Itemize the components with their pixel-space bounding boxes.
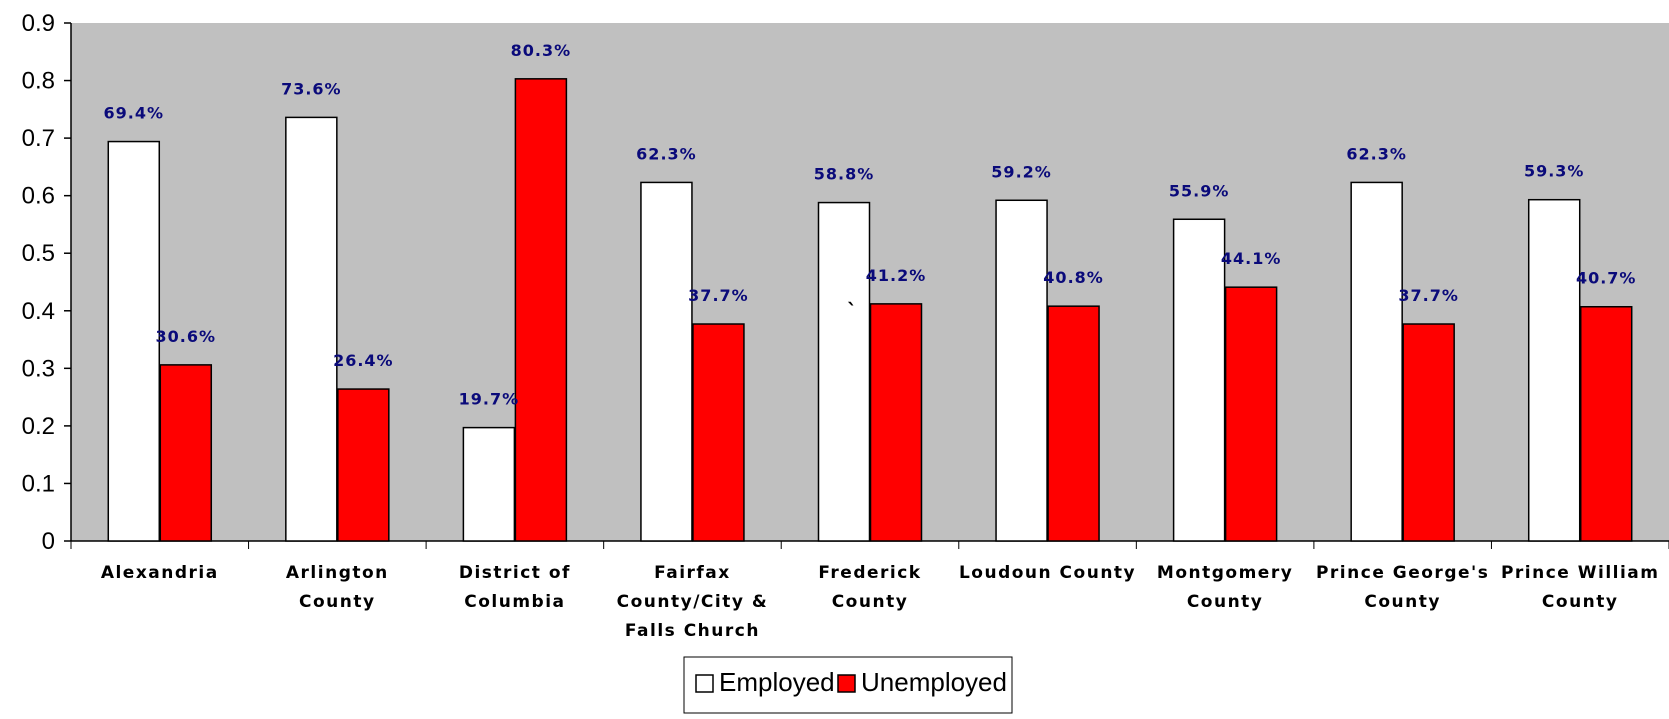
- x-category-line: Montgomery: [1157, 563, 1293, 583]
- data-label-employed: 62.3%: [636, 144, 697, 163]
- bar-employed: [817, 201, 871, 542]
- x-category-label: Loudoun County: [959, 563, 1136, 583]
- y-tick-label: 0: [42, 528, 55, 555]
- x-category-line: Fairfax: [654, 563, 731, 583]
- x-category-line: Loudoun County: [959, 563, 1136, 583]
- x-category-line: County/City &: [617, 592, 769, 612]
- y-tick-label: 0.4: [22, 298, 55, 325]
- x-category-label: District of Columbia: [459, 563, 571, 612]
- bar-unemployed: [337, 388, 390, 542]
- x-category-line: Arlington: [286, 563, 389, 583]
- x-category-line: County: [1187, 592, 1264, 612]
- data-label-employed: 59.3%: [1524, 162, 1585, 181]
- x-category-line: County: [299, 592, 376, 612]
- x-category-label: Prince George's County: [1316, 563, 1489, 612]
- data-labels: 69.4% 30.6% 73.6% 26.4% 19.7% 80.3% 62.3% 37.7%…: [104, 41, 1637, 409]
- legend-swatch-employed: [695, 674, 714, 693]
- bar-unemployed: [1047, 305, 1100, 542]
- bar-unemployed: [159, 364, 213, 542]
- legend: Employed Unemployed: [683, 656, 1013, 714]
- bar-employed: [1172, 218, 1226, 542]
- y-tick-label: 0.3: [22, 355, 55, 382]
- data-label-employed: 73.6%: [281, 79, 342, 98]
- bar-employed: [285, 116, 338, 542]
- bar-unemployed: [692, 323, 745, 542]
- x-category-line: Frederick: [818, 563, 921, 583]
- bar-employed: [1350, 181, 1403, 542]
- bar-unemployed: [1402, 323, 1455, 542]
- x-category-line: Prince George's: [1316, 563, 1489, 583]
- x-category-line: Columbia: [464, 592, 565, 612]
- x-axis: Alexandria Arlington County District of Colu…: [70, 540, 1669, 641]
- x-category-label: Arlington County: [286, 563, 389, 612]
- data-label-employed: 19.7%: [459, 390, 520, 409]
- data-label-unemployed: 37.7%: [688, 286, 749, 305]
- data-label-employed: 55.9%: [1169, 181, 1230, 200]
- bar-employed: [107, 140, 161, 542]
- bar-employed: [1527, 198, 1581, 542]
- y-tick-label: 0.2: [22, 413, 55, 440]
- bar-employed: [640, 181, 693, 542]
- data-label-unemployed: 37.7%: [1398, 286, 1459, 305]
- bar-unemployed: [1579, 305, 1633, 542]
- data-label-unemployed: 44.1%: [1221, 249, 1282, 268]
- x-category-line: District of: [459, 563, 571, 583]
- x-category-label: Fairfax County/City & Falls Church: [617, 563, 769, 641]
- y-tick-label: 0.9: [22, 10, 55, 37]
- legend-label-employed: Employed: [719, 667, 835, 697]
- data-label-employed: 62.3%: [1346, 144, 1407, 163]
- bar-unemployed: [514, 78, 568, 542]
- y-tick-label: 0.1: [22, 470, 55, 497]
- x-category-line: Falls Church: [625, 621, 760, 641]
- stray-annotation: `: [847, 299, 858, 323]
- y-tick-label: 0.5: [22, 240, 55, 267]
- x-category-line: Prince William: [1501, 563, 1660, 583]
- bar-employed: [462, 426, 516, 542]
- x-category-line: Alexandria: [101, 563, 219, 583]
- y-tick-label: 0.6: [22, 183, 55, 210]
- data-label-unemployed: 40.8%: [1043, 268, 1104, 287]
- legend-swatch-unemployed: [837, 674, 856, 693]
- y-tick-label: 0.8: [22, 68, 55, 95]
- x-category-label: Alexandria: [101, 563, 219, 583]
- x-category-line: County: [1364, 592, 1441, 612]
- bar-unemployed: [1224, 286, 1278, 542]
- bar-employed: [995, 199, 1048, 542]
- x-category-line: County: [1542, 592, 1619, 612]
- data-label-employed: 69.4%: [104, 104, 165, 123]
- x-category-label: Prince William County: [1501, 563, 1660, 612]
- data-label-employed: 59.2%: [991, 162, 1052, 181]
- y-tick-label: 0.7: [22, 125, 55, 152]
- legend-label-unemployed: Unemployed: [861, 667, 1007, 697]
- bars: [107, 78, 1633, 542]
- x-category-label: Montgomery County: [1157, 563, 1293, 612]
- data-label-unemployed: 80.3%: [511, 41, 572, 60]
- x-category-line: County: [832, 592, 909, 612]
- data-label-employed: 58.8%: [814, 165, 875, 184]
- data-label-unemployed: 26.4%: [333, 351, 394, 370]
- y-axis: 0 0.1 0.2 0.3 0.4 0.5 0.6 0.7 0.8 0.9: [22, 10, 72, 555]
- data-label-unemployed: 41.2%: [866, 266, 927, 285]
- x-category-label: Frederick County: [818, 563, 921, 612]
- data-label-unemployed: 40.7%: [1576, 269, 1637, 288]
- bar-unemployed: [869, 303, 923, 542]
- data-label-unemployed: 30.6%: [156, 327, 217, 346]
